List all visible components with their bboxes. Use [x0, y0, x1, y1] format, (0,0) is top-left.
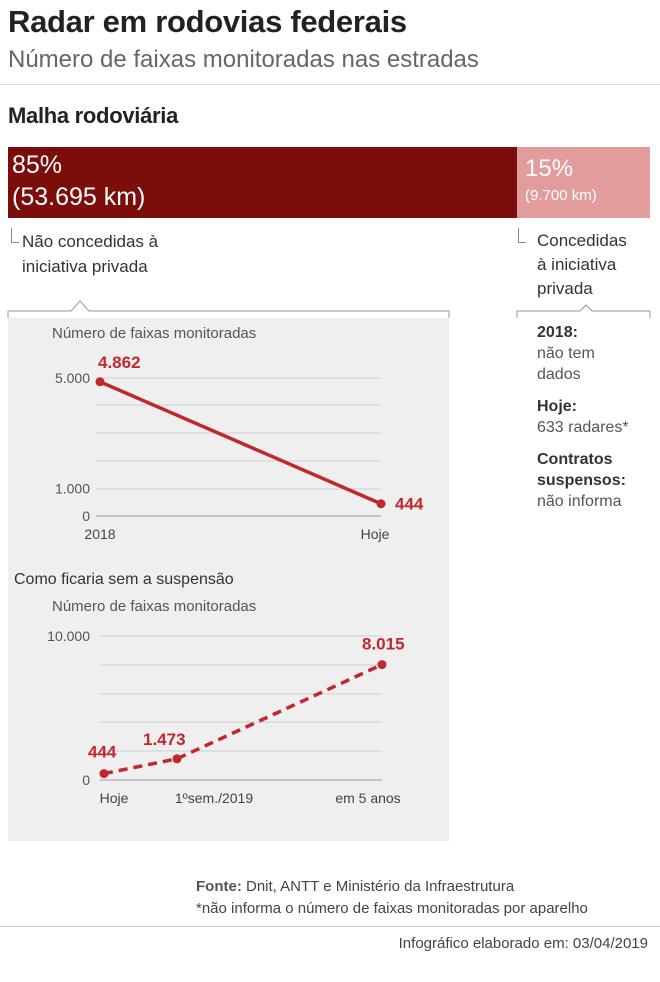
y-tick-label: 5.000	[55, 370, 90, 386]
chart-1-gridlines	[96, 377, 381, 517]
info-2018-label: 2018:	[537, 324, 578, 341]
right-connector	[516, 304, 651, 318]
chart-2-xticks: Hoje 1ºsem./2019 em 5 anos	[100, 790, 401, 806]
chart-2-yticks: 0 10.000	[47, 628, 90, 788]
series-line	[99, 380, 382, 506]
conceded-label-line3: privada	[537, 279, 593, 298]
connector-lines	[7, 300, 651, 318]
not-conceded-km: (53.695 km)	[12, 183, 146, 211]
data-label: 4.862	[98, 353, 141, 372]
divider	[0, 84, 660, 85]
data-point	[95, 377, 105, 387]
info-today-label: Hoje:	[537, 398, 577, 415]
data-point	[99, 769, 109, 779]
chart-2-ylabel: Número de faixas monitoradas	[52, 598, 256, 615]
footer-source-text: Dnit, ANTT e Ministério da Infraestrutur…	[241, 878, 515, 895]
page-subtitle: Número de faixas monitoradas nas estrada…	[8, 46, 479, 73]
series-line	[103, 662, 383, 776]
conceded-pct: 15%	[525, 155, 574, 182]
footer-source-label: Fonte:	[196, 878, 242, 895]
y-tick-label: 10.000	[47, 628, 90, 644]
chart-1-yticks: 0 1.000 5.000	[55, 370, 90, 524]
info-today-value: 633 radares*	[537, 419, 629, 436]
not-conceded-label: Não concedidas à iniciativa privada	[22, 229, 158, 279]
x-tick-label: Hoje	[100, 790, 129, 806]
info-box: 2018: não tem dados Hoje: 633 radares* C…	[537, 322, 629, 523]
footer-date: Infográfico elaborado em: 03/04/2019	[398, 935, 648, 952]
not-conceded-label-line2: iniciativa privada	[22, 257, 148, 276]
data-label: 444	[88, 743, 117, 762]
data-point	[172, 754, 182, 764]
chart-2-series: 444 1.473 8.015	[88, 635, 405, 779]
info-suspended-label-line1: Contratos	[537, 451, 613, 468]
page-title: Radar em rodovias federais	[8, 4, 407, 39]
info-2018-value-line1: não tem	[537, 345, 595, 362]
conceded-label: Concedidas à iniciativa privada	[537, 229, 627, 301]
info-suspended-value: não informa	[537, 493, 622, 510]
data-label: 1.473	[143, 730, 186, 749]
conceded-bar: 15% (9.700 km)	[517, 147, 650, 218]
not-conceded-pct: 85%	[12, 151, 63, 179]
y-tick-label: 1.000	[55, 480, 90, 496]
x-tick-label: em 5 anos	[335, 790, 400, 806]
info-2018-value-line2: dados	[537, 366, 581, 383]
x-tick-label: 1ºsem./2019	[175, 790, 253, 806]
data-point	[377, 660, 387, 670]
not-conceded-label-line1: Não concedidas à	[22, 232, 159, 251]
chart-1-series: 4.862 444	[95, 353, 424, 514]
x-tick-label: 2018	[84, 526, 115, 542]
chart-1-xticks: 2018 Hoje	[84, 526, 389, 542]
conceded-label-line2: à iniciativa	[537, 255, 617, 274]
not-conceded-bar: 85% (53.695 km)	[8, 147, 517, 218]
chart-2-gridlines	[100, 635, 382, 781]
data-label: 444	[395, 495, 424, 514]
footer-divider	[0, 926, 660, 927]
y-tick-label: 0	[82, 772, 90, 788]
footer-note: *não informa o número de faixas monitora…	[196, 900, 588, 917]
x-tick-label: Hoje	[361, 526, 390, 542]
section-title: Malha rodoviária	[8, 103, 179, 128]
y-tick-label: 0	[82, 508, 90, 524]
footer-source: Fonte: Dnit, ANTT e Ministério da Infrae…	[196, 878, 514, 895]
conceded-km: (9.700 km)	[525, 187, 597, 204]
chart-1-ylabel: Número de faixas monitoradas	[52, 325, 256, 342]
conceded-label-line1: Concedidas	[537, 231, 627, 250]
info-suspended-label-line2: suspensos:	[537, 472, 626, 489]
not-conceded-bracket	[11, 228, 19, 243]
data-point	[376, 499, 386, 509]
chart-2-title: Como ficaria sem a suspensão	[14, 571, 234, 588]
data-label: 8.015	[362, 635, 405, 654]
left-connector	[7, 300, 450, 318]
conceded-bracket	[518, 228, 526, 243]
